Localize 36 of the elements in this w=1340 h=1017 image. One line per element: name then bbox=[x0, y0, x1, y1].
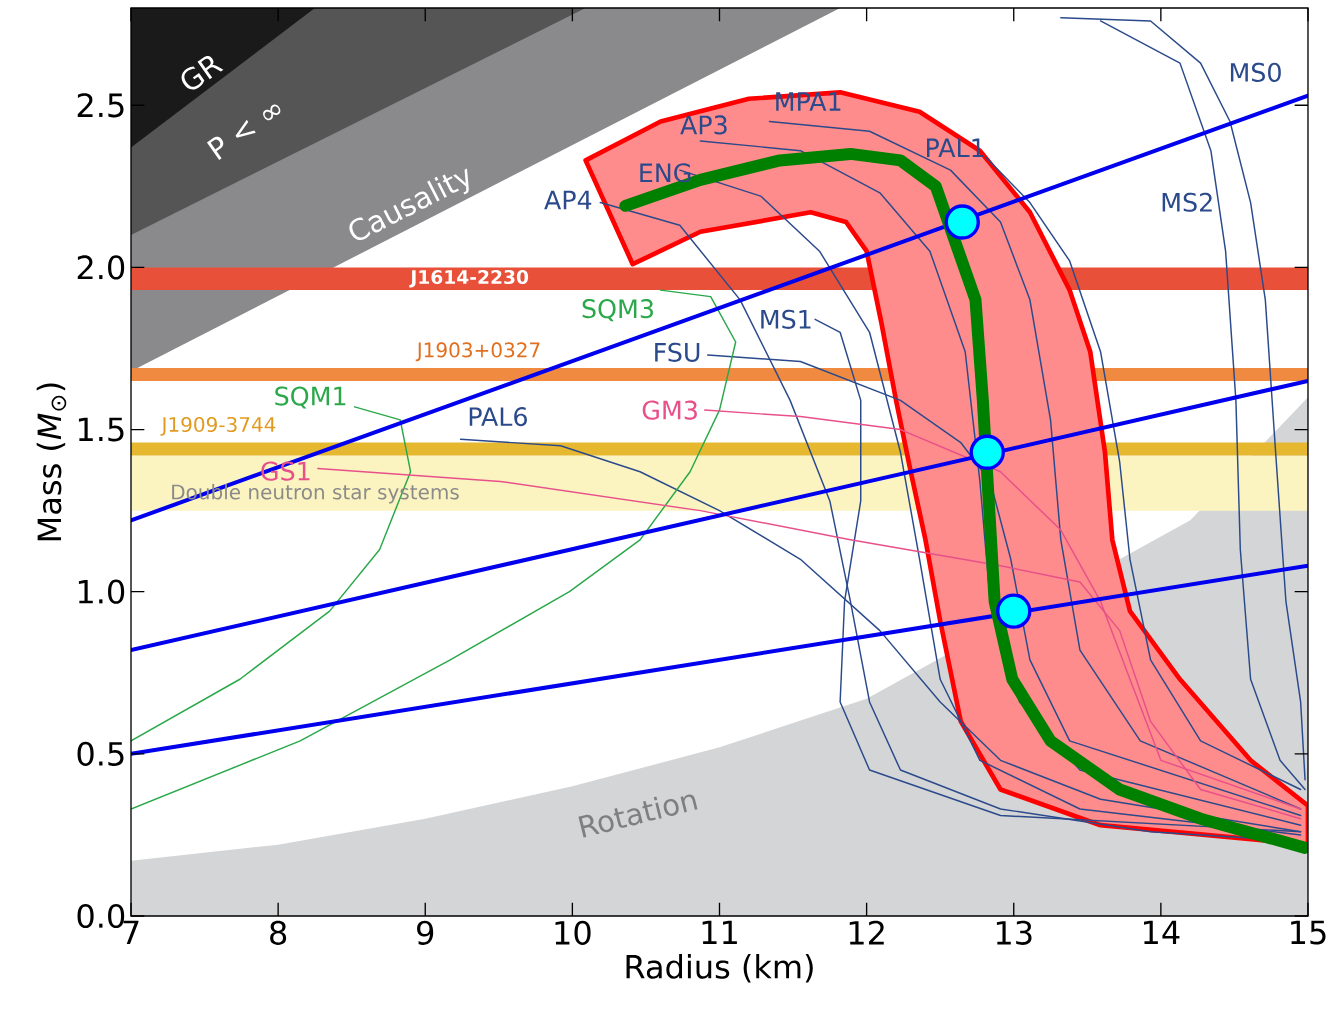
x-tick-label: 14 bbox=[1144, 920, 1180, 945]
series-label: MS2 bbox=[1162, 192, 1212, 212]
band-label: J1614-2230 bbox=[409, 269, 529, 288]
series-label: PAL6 bbox=[469, 407, 527, 427]
x-tick-label: 13 bbox=[996, 920, 1032, 945]
y-tick-label: 2.5 bbox=[77, 93, 124, 118]
series-label: AP3 bbox=[680, 115, 727, 135]
x-axis-title: Radius (km) bbox=[626, 954, 813, 983]
series-label: MPA1 bbox=[776, 92, 841, 111]
x-tick-label: 8 bbox=[270, 920, 287, 945]
series-label: AP4 bbox=[544, 190, 592, 210]
series-label: GS1 bbox=[261, 461, 310, 481]
series-label: Rotation bbox=[578, 794, 698, 838]
y-tick-label: 0.5 bbox=[77, 741, 124, 766]
x-tick-label: 9 bbox=[417, 920, 434, 945]
y-axis-title: Mass (M$_{⊙}$) bbox=[36, 383, 67, 541]
x-tick-label: 15 bbox=[1291, 920, 1326, 945]
series-label: SQM1 bbox=[275, 386, 346, 409]
series-label: P < ∞ bbox=[206, 104, 281, 160]
y-tick-label: 2.0 bbox=[77, 255, 125, 280]
x-tick-label: 7 bbox=[123, 920, 139, 945]
x-tick-label: 12 bbox=[849, 920, 884, 945]
series-label: GM3 bbox=[642, 400, 697, 420]
y-tick-label: 1.5 bbox=[78, 417, 124, 442]
y-tick-label: 0.0 bbox=[77, 903, 125, 929]
series-label: FSU bbox=[655, 342, 700, 362]
band-label: J1909-3744 bbox=[160, 416, 276, 436]
y-tick-label: 1.0 bbox=[78, 579, 125, 604]
series-label: ENG bbox=[640, 163, 691, 183]
band-label: J1903+0327 bbox=[415, 342, 540, 362]
series-label: GR bbox=[181, 56, 224, 90]
series-label: SQM3 bbox=[582, 299, 653, 322]
series-label: MS1 bbox=[761, 309, 811, 329]
series-label: MS0 bbox=[1230, 62, 1281, 82]
x-tick-label: 10 bbox=[555, 920, 591, 945]
x-tick-label: 11 bbox=[702, 920, 737, 945]
